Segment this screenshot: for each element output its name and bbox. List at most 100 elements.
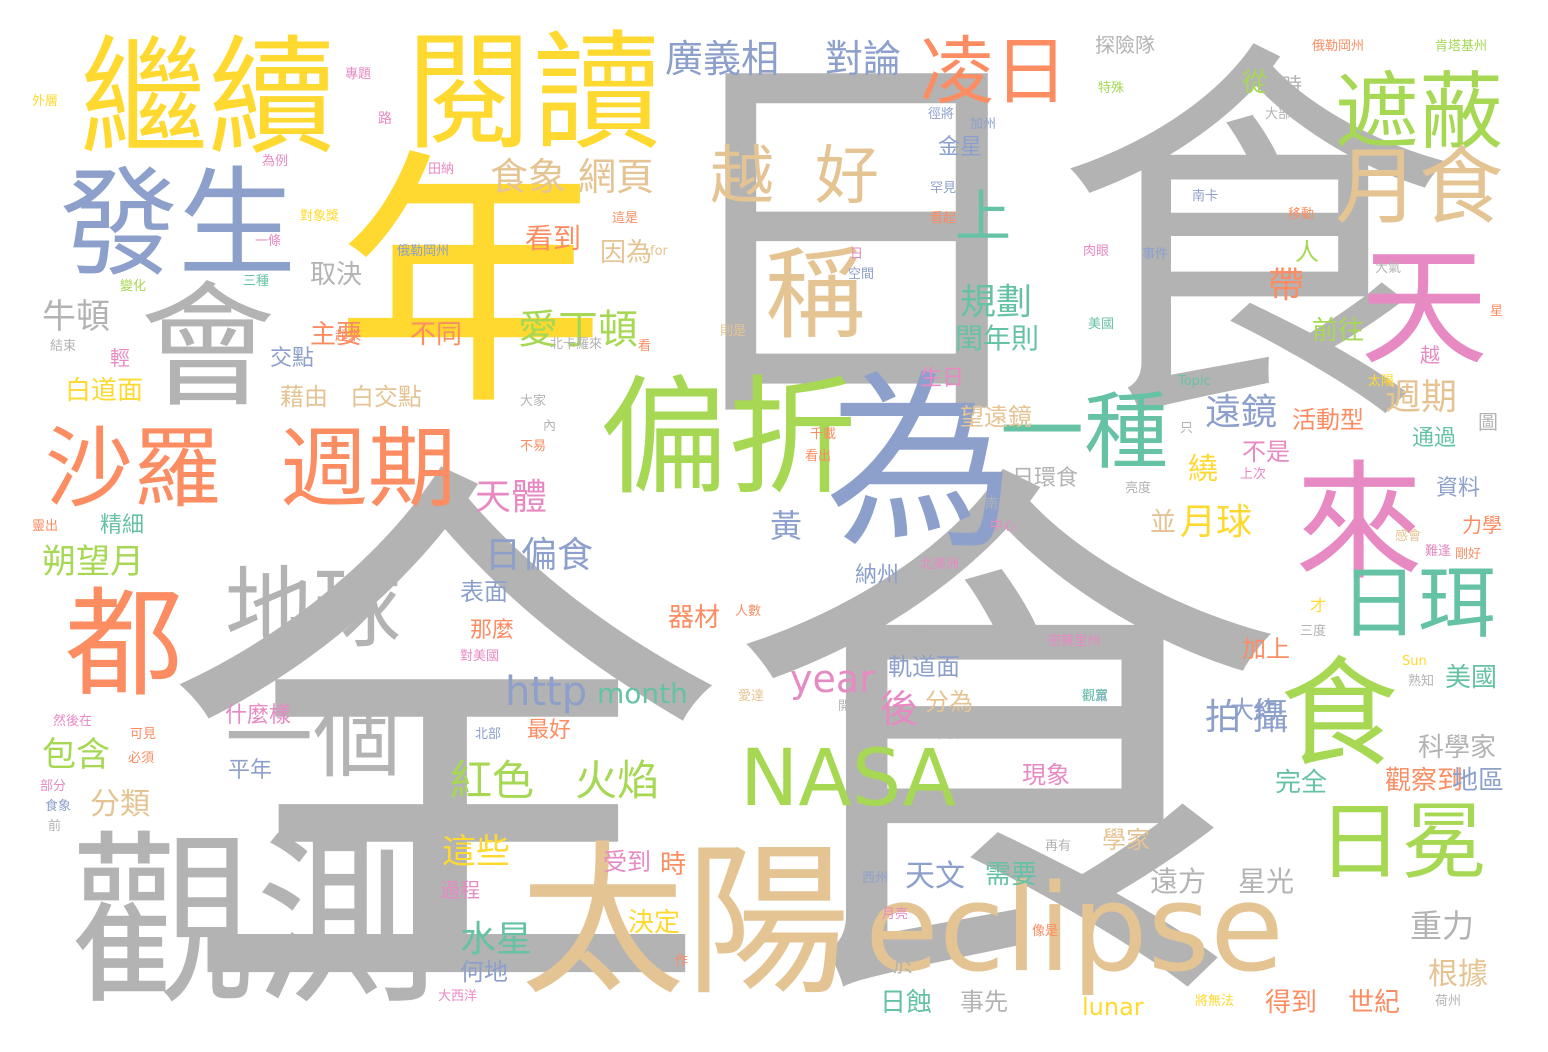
word-表面: 表面 [460,578,508,606]
word-不同: 不同 [410,320,463,350]
word-再有: 再有 [1045,839,1072,854]
word-像是: 像是 [1032,924,1059,939]
word-從: 從 [1242,68,1269,98]
word-內: 內 [543,419,557,434]
word-北美洲: 北美洲 [920,557,960,572]
word-器材: 器材 [668,603,721,633]
word-地球: 地球 [225,557,402,660]
word-拍攝: 拍 攝 [1205,697,1289,738]
word-紅色: 紅色 [450,756,535,805]
word-事先: 事先 [960,988,1008,1016]
word-學家: 學家 [1102,826,1150,854]
word-太陽-2: 太陽 [1368,374,1395,389]
word-偏折: 偏折 [600,364,857,513]
word-遠鏡: 遠鏡 [1205,392,1278,433]
word-什麼樣: 什麼樣 [225,703,292,728]
word-分類: 分類 [90,787,150,822]
word-作: 作 [675,954,689,969]
word-美國: 美國 [1088,317,1115,332]
word-大氣: 大氣 [1375,261,1402,276]
word-星: 星 [1490,304,1504,319]
word-白道面: 白道面 [65,376,144,406]
word-太平洋: 太平洋 [475,807,515,822]
word-分為: 分為 [925,688,973,716]
word-網頁: 網頁 [578,155,655,199]
word-天象: 天象 [1135,634,1162,649]
word-後: 後 [880,687,919,731]
word-外層: 外層 [32,94,59,109]
word-路: 路 [378,111,392,127]
word-lunar: lunar [1082,993,1144,1021]
word-月食: 月食 [1335,138,1504,236]
word-何時: 何時 [1262,73,1302,97]
word-肯塔基州: 肯塔基州 [1435,39,1488,54]
word-一個: 一個 [225,687,402,790]
word-下次: 下次 [933,727,960,742]
word-廣義相: 廣義相 [665,37,780,81]
word-專題: 專題 [345,67,372,82]
word-大部分: 大部分 [1265,107,1305,122]
word-望遠鏡: 望遠鏡 [960,403,1032,431]
word-起來: 起來 [335,329,362,344]
word-愛達: 愛達 [738,689,765,704]
word-食: 食 [1280,645,1399,783]
word-熟知: 熟知 [1408,674,1435,689]
word-加州: 加州 [970,117,997,132]
word-美國-2: 美國 [1445,663,1498,693]
word-食象-2: 食象 [45,799,72,814]
word-圖: 圖 [1478,410,1498,434]
word-全食: 全食 [165,424,1285,1052]
word-日珥: 日珥 [1340,559,1497,649]
word-對象獎: 對象獎 [300,209,340,224]
word-朔望月: 朔望月 [42,542,144,582]
word-北部: 北部 [475,727,502,742]
word-部分: 部分 [40,779,67,794]
word-活動型: 活動型 [1292,406,1364,434]
word-平年: 平年 [228,758,273,783]
word-資料: 資料 [1436,476,1481,501]
word-將無法: 將無法 [1195,994,1235,1009]
word-空間: 空間 [848,267,875,282]
word-發生: 發生 [60,155,297,293]
word-大約: 大約 [1230,696,1278,724]
word-南美洲: 南美洲 [985,497,1025,512]
word-白交點: 白交點 [350,383,422,411]
word-因為: 因為 [600,238,653,268]
word-靈出: 靈出 [32,519,59,534]
word-觀眾: 觀眾 [1082,689,1109,704]
word-必須: 必須 [128,751,155,766]
word-加上: 加上 [1242,635,1290,663]
word-西州: 西州 [862,871,889,886]
word-凌日: 凌日 [920,29,1068,115]
word-都: 都 [65,575,184,713]
word-一種: 一種 [1000,383,1169,481]
word-科學家: 科學家 [1418,733,1497,763]
word-田納: 田納 [428,162,455,177]
word-南卡: 南卡 [1192,189,1219,204]
word-月球: 月球 [1180,502,1253,543]
word-牛頓: 牛頓 [42,297,110,337]
word-上次: 上次 [1240,467,1267,482]
word-得到: 得到 [1265,988,1318,1018]
word-year: year [790,657,875,701]
word-最好: 最好 [527,718,572,743]
word-觀察到: 觀察到 [1385,766,1464,796]
word-為: 為 [825,354,1016,575]
word-罕見: 罕見 [930,181,957,196]
word-日冕: 日冕 [1318,793,1487,891]
word-中心: 中心 [990,519,1017,534]
word-地區: 地區 [1452,766,1505,796]
word-上: 上 [955,185,1011,250]
word-則是: 則是 [720,324,747,339]
word-於: 於 [893,953,916,978]
word-力學: 力學 [1462,513,1502,537]
word-觀賞: 觀賞 [1082,689,1109,704]
word-沙羅: 沙羅 [45,417,222,520]
word-三種: 三種 [243,274,270,289]
word-可見: 可見 [130,727,157,742]
word-事件: 事件 [1142,247,1169,262]
word-越-2: 越 [1420,343,1440,367]
word-三度: 三度 [1300,624,1327,639]
word-帶: 帶 [1268,265,1305,306]
